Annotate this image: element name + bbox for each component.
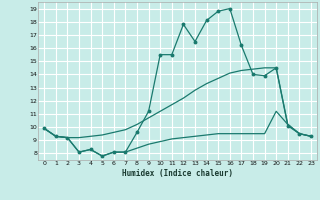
X-axis label: Humidex (Indice chaleur): Humidex (Indice chaleur) — [122, 169, 233, 178]
